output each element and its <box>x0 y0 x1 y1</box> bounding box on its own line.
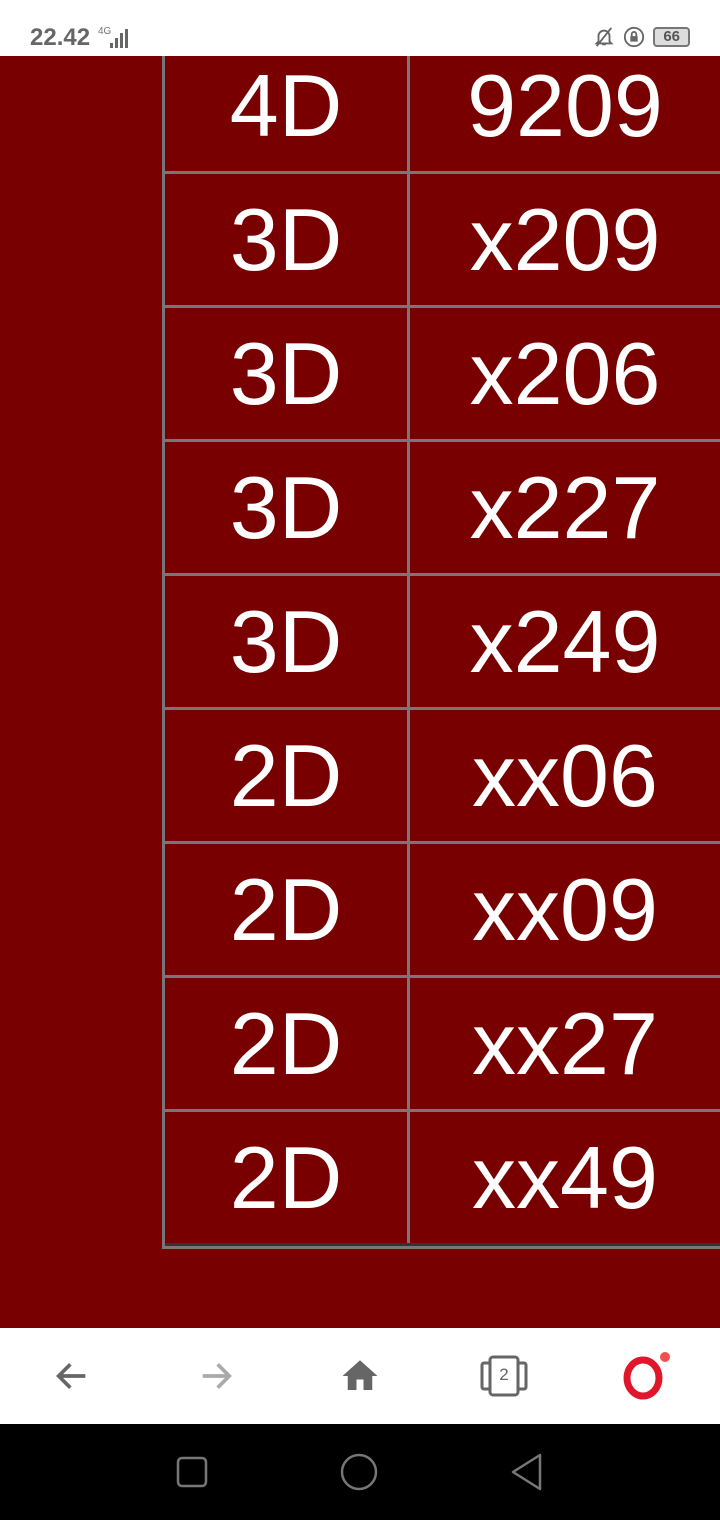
table-row: 2D xx06 <box>165 710 720 844</box>
draw-type: 2D <box>165 1112 410 1243</box>
signal-icon <box>110 28 128 48</box>
winning-number: xx49 <box>472 1127 658 1227</box>
winning-number: 9209 <box>467 56 663 155</box>
clock: 22.42 <box>30 24 91 51</box>
status-bar: 22.42 4G 66 <box>0 0 720 56</box>
tabs-button[interactable]: 2 <box>432 1355 576 1397</box>
winning-number: x249 <box>469 591 661 691</box>
home-icon <box>342 1360 378 1390</box>
bell-muted-icon <box>594 27 614 47</box>
results-table: 4D 9209 3D x209 3D x206 3D x227 3D x249 2D xx06 2D xx… <box>162 56 720 1249</box>
winning-number: x206 <box>469 323 661 423</box>
winning-number: xx09 <box>472 859 658 959</box>
table-row: 3D x227 <box>165 442 720 576</box>
back-triangle-icon[interactable] <box>510 1453 544 1491</box>
draw-type: 2D <box>165 844 410 975</box>
draw-type: 3D <box>165 308 410 439</box>
forward-button[interactable] <box>144 1356 288 1396</box>
battery-icon: 66 <box>653 27 690 47</box>
table-row: 2D xx09 <box>165 844 720 978</box>
arrow-left-icon <box>56 1363 86 1389</box>
draw-type: 2D <box>165 710 410 841</box>
winning-number: x209 <box>469 189 661 289</box>
winning-number: x227 <box>469 457 661 557</box>
arrow-right-icon <box>202 1363 232 1389</box>
opera-menu-button[interactable] <box>576 1351 720 1401</box>
draw-type: 3D <box>165 576 410 707</box>
tabs-icon <box>480 1355 528 1397</box>
rotation-lock-icon <box>624 26 645 48</box>
draw-type: 3D <box>165 174 410 305</box>
tab-count: 2 <box>499 1365 509 1384</box>
draw-type: 4D <box>165 56 410 171</box>
opera-logo-icon <box>623 1352 670 1400</box>
recents-icon[interactable] <box>176 1456 208 1488</box>
back-button[interactable] <box>0 1356 144 1396</box>
system-nav-bar <box>0 1424 720 1520</box>
home-circle-icon[interactable] <box>340 1453 378 1491</box>
page-content: 4D 9209 3D x209 3D x206 3D x227 3D x249 2D xx06 2D xx… <box>0 56 720 1328</box>
winning-number: xx27 <box>472 993 658 1093</box>
draw-type: 3D <box>165 442 410 573</box>
network-type: 4G <box>98 26 112 37</box>
home-button[interactable] <box>288 1355 432 1397</box>
table-row: 3D x209 <box>165 174 720 308</box>
browser-bottom-bar: 2 <box>0 1328 720 1424</box>
table-row: 2D xx27 <box>165 978 720 1112</box>
winning-number: xx06 <box>472 725 658 825</box>
table-row: 2D xx49 <box>165 1112 720 1246</box>
table-row: 3D x249 <box>165 576 720 710</box>
draw-type: 2D <box>165 978 410 1109</box>
table-row: 4D 9209 <box>165 56 720 174</box>
table-row: 3D x206 <box>165 308 720 442</box>
